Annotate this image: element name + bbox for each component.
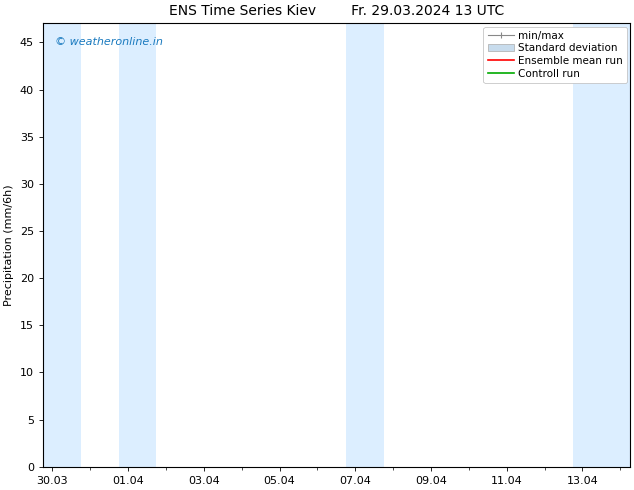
Bar: [119, 24, 157, 467]
Title: ENS Time Series Kiev        Fr. 29.03.2024 13 UTC: ENS Time Series Kiev Fr. 29.03.2024 13 U…: [169, 4, 504, 18]
Y-axis label: Precipitation (mm/6h): Precipitation (mm/6h): [4, 184, 14, 306]
Bar: [573, 24, 630, 467]
Bar: [346, 24, 384, 467]
Text: © weatheronline.in: © weatheronline.in: [55, 37, 162, 47]
Bar: [43, 24, 81, 467]
Legend: min/max, Standard deviation, Ensemble mean run, Controll run: min/max, Standard deviation, Ensemble me…: [483, 26, 626, 83]
